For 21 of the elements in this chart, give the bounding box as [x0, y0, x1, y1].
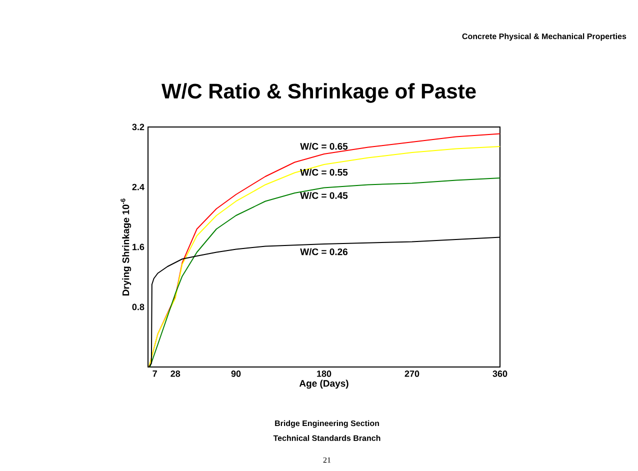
text: 21 — [323, 457, 331, 463]
x-tick-label: 7 — [152, 370, 157, 377]
text: Concrete Physical & Mechanical Properties — [462, 33, 626, 41]
series-label: W/C = 0.65 — [300, 142, 348, 150]
series-label: W/C = 0.55 — [300, 168, 348, 176]
y-tick-label: 0.8 — [132, 304, 144, 310]
text: Bridge Engineering Section — [275, 420, 379, 428]
x-tick-label: 90 — [231, 370, 241, 377]
y-axis-title: Drying Shrinkage 10$^{-6}$ — [120, 198, 132, 296]
y-tick-label: 2.4 — [132, 184, 144, 190]
y-tick-label: 3.2 — [132, 124, 144, 130]
y-tick-label: 1.6 — [132, 244, 144, 250]
text: Technical Standards Branch — [273, 435, 380, 441]
series-label: W/C = 0.45 — [300, 192, 348, 200]
x-tick-label: 28 — [170, 370, 180, 377]
x-tick-label: 270 — [404, 370, 420, 377]
series-label: W/C = 0.26 — [300, 248, 348, 256]
x-tick-label: 360 — [492, 370, 508, 377]
x-tick-label: 180 — [317, 370, 332, 377]
x-axis-title: Age (Days) — [299, 380, 348, 389]
chart-title: W/C Ratio & Shrinkage of Paste — [161, 83, 476, 103]
